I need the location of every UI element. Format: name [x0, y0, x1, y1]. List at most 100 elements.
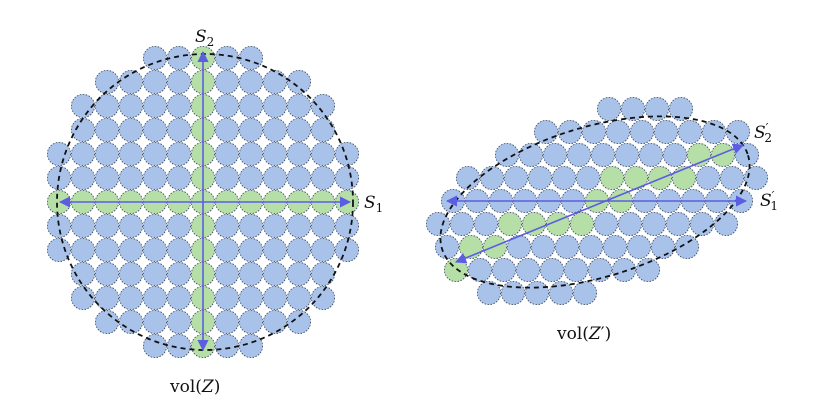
- right-boundary-ellipse: [439, 115, 751, 289]
- lattice-disc: [449, 211, 474, 236]
- lattice-disc: [214, 118, 239, 143]
- lattice-disc: [95, 213, 120, 238]
- lattice-disc: [531, 234, 556, 259]
- lattice-disc: [95, 165, 120, 190]
- lattice-disc: [47, 213, 72, 238]
- lattice-disc: [552, 165, 577, 190]
- lattice-disc: [262, 237, 287, 262]
- lattice-disc: [310, 165, 335, 190]
- lattice-disc: [214, 213, 239, 238]
- s2-label: S2: [195, 27, 214, 49]
- lattice-disc: [214, 94, 239, 119]
- lattice-disc: [95, 141, 120, 166]
- lattice-disc: [618, 211, 643, 236]
- lattice-disc: [142, 46, 167, 71]
- lattice-disc: [71, 141, 96, 166]
- s1-label-sub: 1: [376, 201, 384, 215]
- left-caption-prefix: vol(: [169, 377, 202, 397]
- lattice-disc: [476, 280, 501, 305]
- lattice-disc: [142, 309, 167, 334]
- lattice-disc: [119, 213, 144, 238]
- lattice-disc: [564, 257, 589, 282]
- lattice-disc: [579, 234, 604, 259]
- lattice-disc: [95, 309, 120, 334]
- lattice-disc: [630, 120, 655, 145]
- left-disc-lattice: [47, 46, 359, 358]
- lattice-disc: [286, 118, 311, 143]
- lattice-disc: [597, 97, 622, 122]
- s1-label-base: S: [364, 193, 376, 213]
- lattice-disc: [119, 94, 144, 119]
- lattice-disc: [576, 165, 601, 190]
- lattice-disc: [675, 234, 700, 259]
- highlighted-disc: [482, 234, 507, 259]
- lattice-disc: [142, 94, 167, 119]
- lattice-disc: [262, 165, 287, 190]
- lattice-disc: [690, 211, 715, 236]
- lattice-disc: [71, 285, 96, 310]
- lattice-disc: [238, 213, 263, 238]
- lattice-disc: [473, 211, 498, 236]
- left-caption: vol(Z): [169, 377, 220, 397]
- lattice-disc: [594, 211, 619, 236]
- lattice-disc: [516, 257, 541, 282]
- lattice-disc: [95, 237, 120, 262]
- lattice-disc: [166, 70, 191, 95]
- lattice-disc: [166, 309, 191, 334]
- lattice-disc: [47, 237, 72, 262]
- lattice-disc: [621, 97, 646, 122]
- lattice-disc: [434, 234, 459, 259]
- lattice-disc: [639, 142, 664, 167]
- left-panel: S1 S2 vol(Z): [47, 27, 383, 397]
- lattice-disc: [310, 237, 335, 262]
- lattice-disc: [71, 165, 96, 190]
- lattice-disc: [720, 165, 745, 190]
- lattice-disc: [606, 120, 631, 145]
- highlighted-disc: [497, 211, 522, 236]
- lattice-disc: [142, 118, 167, 143]
- lattice-disc: [166, 165, 191, 190]
- lattice-disc: [142, 165, 167, 190]
- lattice-disc: [627, 234, 652, 259]
- lattice-disc: [166, 213, 191, 238]
- lattice-disc: [286, 309, 311, 334]
- lattice-disc: [286, 70, 311, 95]
- lattice-disc: [119, 165, 144, 190]
- lattice-disc: [262, 309, 287, 334]
- lattice-disc: [166, 261, 191, 286]
- lattice-disc: [142, 141, 167, 166]
- s2-prime-label-prime: ′: [766, 121, 769, 135]
- s1-prime-label-base: S: [760, 191, 772, 211]
- lattice-disc: [286, 261, 311, 286]
- lattice-disc: [166, 285, 191, 310]
- lattice-disc: [262, 261, 287, 286]
- lattice-disc: [310, 94, 335, 119]
- lattice-disc: [603, 234, 628, 259]
- lattice-disc: [286, 165, 311, 190]
- lattice-disc: [425, 211, 450, 236]
- highlighted-disc: [711, 142, 736, 167]
- lattice-disc: [142, 285, 167, 310]
- lattice-disc: [214, 141, 239, 166]
- s2-label-base: S: [195, 27, 207, 47]
- lattice-disc: [214, 237, 239, 262]
- s1-label: S1: [364, 193, 383, 215]
- lattice-disc: [525, 280, 550, 305]
- lattice-disc: [654, 120, 679, 145]
- right-caption-var: Z: [588, 324, 602, 344]
- s2-prime-label: S′ 2: [754, 121, 772, 145]
- lattice-disc: [615, 142, 640, 167]
- lattice-disc: [119, 237, 144, 262]
- lattice-disc: [310, 213, 335, 238]
- s1-prime-label-sub: 1: [770, 199, 778, 213]
- lattice-disc: [286, 237, 311, 262]
- lattice-disc: [286, 141, 311, 166]
- lattice-disc: [286, 285, 311, 310]
- lattice-disc: [612, 257, 637, 282]
- s2-prime-label-sub: 2: [764, 131, 772, 145]
- lattice-disc: [238, 94, 263, 119]
- lattice-disc: [534, 120, 559, 145]
- lattice-disc: [166, 118, 191, 143]
- lattice-disc: [543, 142, 568, 167]
